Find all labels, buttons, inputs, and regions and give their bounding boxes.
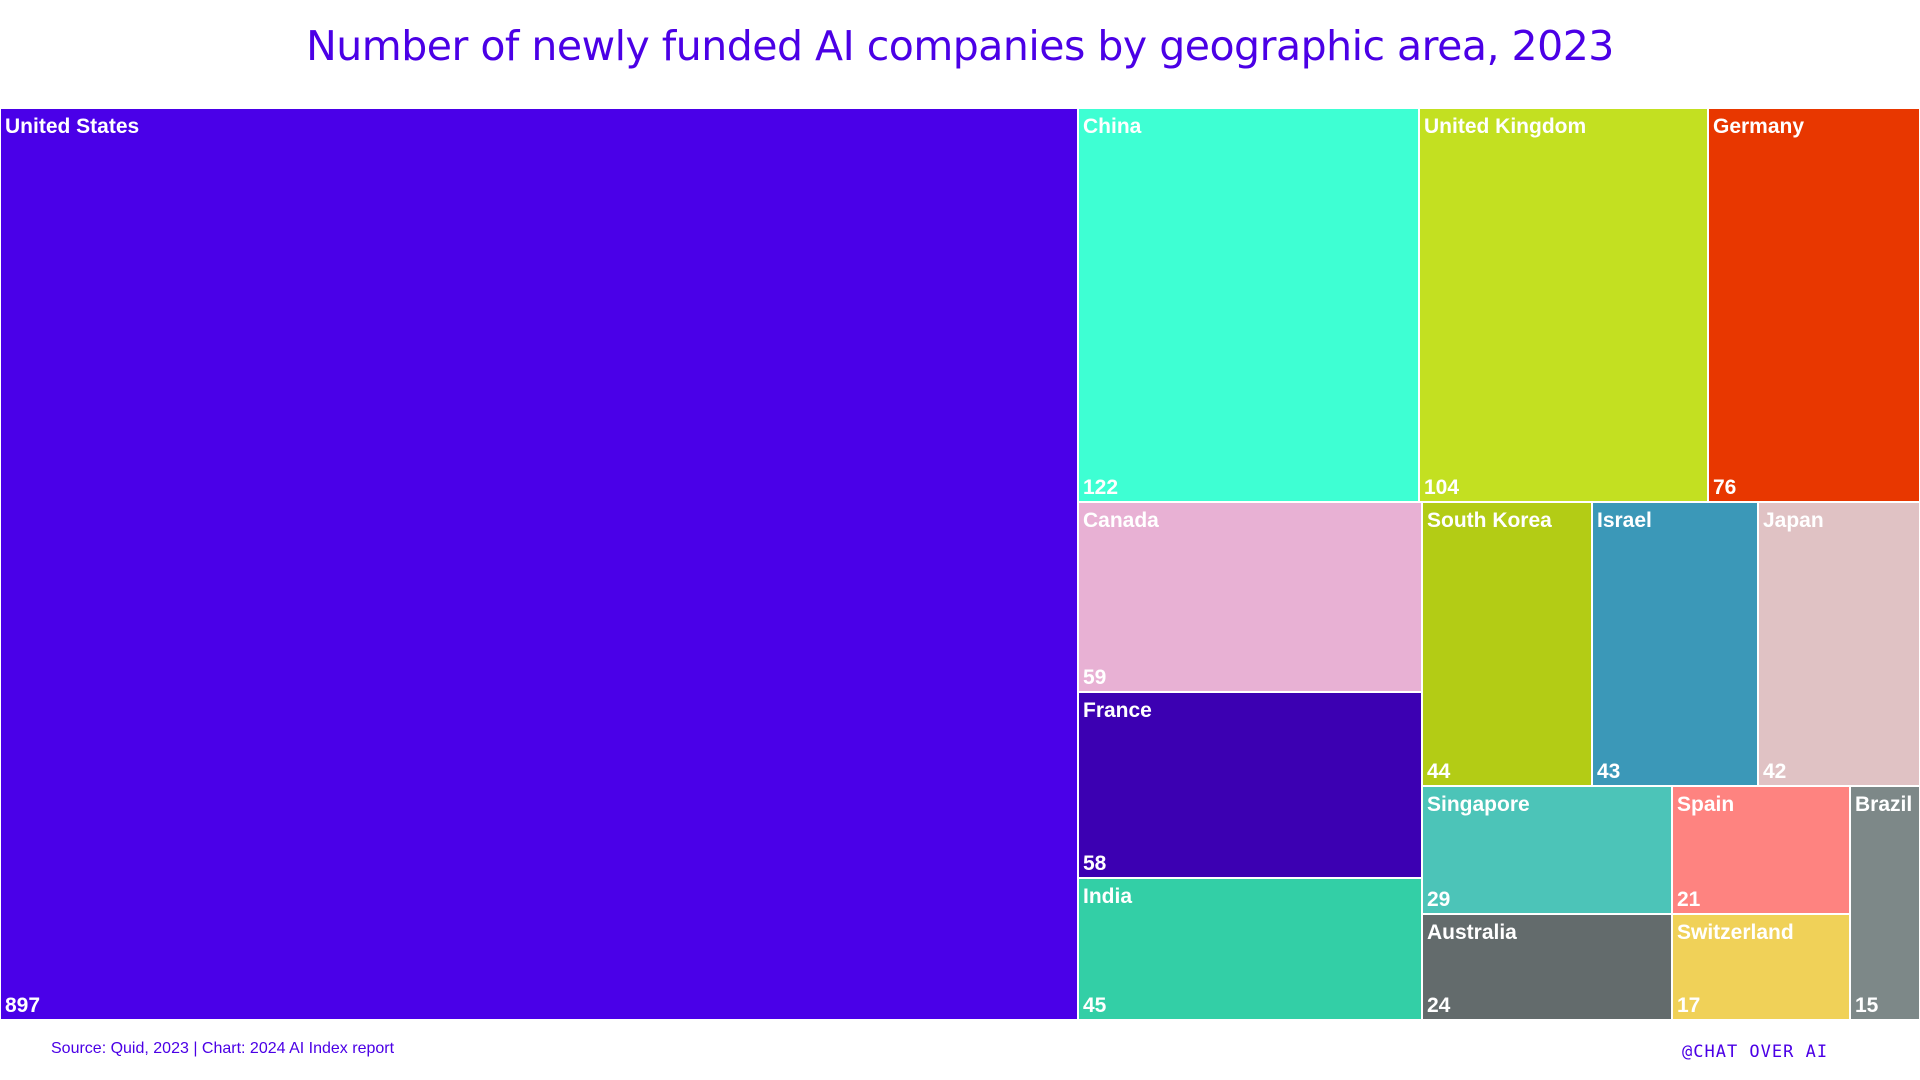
tile-label: United States [5,115,140,138]
tile-value: 76 [1713,476,1737,499]
tile-label: Australia [1427,921,1517,944]
tile-value: 24 [1427,994,1451,1017]
treemap-tile-united-states: United States 897 [0,108,1078,1020]
tile-value: 59 [1083,666,1107,689]
tile-value: 45 [1083,994,1107,1017]
tile-label: Israel [1597,509,1652,532]
tile-label: Switzerland [1677,921,1794,944]
tile-value: 44 [1427,760,1451,783]
treemap-tile-switzerland: Switzerland 17 [1672,914,1850,1020]
tile-value: 43 [1597,760,1621,783]
tile-label: Germany [1713,115,1805,138]
treemap-tile-south-korea: South Korea 44 [1422,502,1592,786]
treemap-tile-india: India 45 [1078,878,1422,1020]
tile-value: 122 [1083,476,1119,499]
tile-label: Spain [1677,793,1735,816]
treemap-tile-australia: Australia 24 [1422,914,1672,1020]
treemap-tile-france: France 58 [1078,692,1422,878]
chart-title: Number of newly funded AI companies by g… [306,22,1614,70]
treemap-tile-united-kingdom: United Kingdom 104 [1419,108,1708,502]
tile-value: 42 [1763,760,1787,783]
treemap-tile-canada: Canada 59 [1078,502,1422,692]
treemap-tile-israel: Israel 43 [1592,502,1758,786]
tile-value: 17 [1677,994,1701,1017]
tile-label: France [1083,699,1152,722]
brand-logo: @CHAT OVER AI [1682,1042,1829,1062]
tile-value: 897 [5,994,41,1017]
tile-value: 29 [1427,888,1451,911]
tile-label: Japan [1763,509,1824,532]
treemap-tile-spain: Spain 21 [1672,786,1850,914]
tile-label: Singapore [1427,793,1530,816]
treemap-tile-germany: Germany 76 [1708,108,1920,502]
tile-value: 104 [1424,476,1460,499]
tile-label: Canada [1083,509,1159,532]
treemap-tile-singapore: Singapore 29 [1422,786,1672,914]
tile-label: China [1083,115,1142,138]
treemap-chart: United States 897 China 122 United Kingdom 10… [0,108,1920,1020]
tile-value: 21 [1677,888,1701,911]
treemap-tile-japan: Japan 42 [1758,502,1920,786]
tile-label: South Korea [1427,509,1552,532]
tile-label: Brazil [1855,793,1913,816]
tile-value: 58 [1083,852,1107,875]
tile-label: India [1083,885,1133,908]
tile-label: United Kingdom [1424,115,1587,138]
treemap-tile-china: China 122 [1078,108,1419,502]
source-note: Source: Quid, 2023 | Chart: 2024 AI Inde… [51,1040,395,1057]
tile-value: 15 [1855,994,1879,1017]
treemap-tile-brazil: Brazil 15 [1850,786,1920,1020]
